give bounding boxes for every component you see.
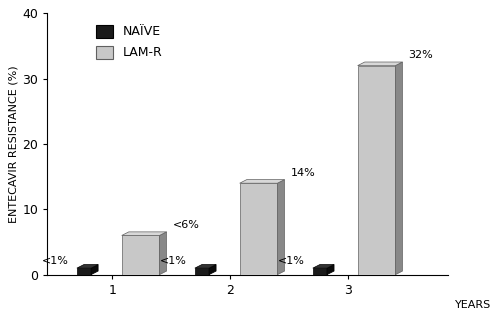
- Polygon shape: [77, 265, 98, 268]
- Polygon shape: [327, 265, 334, 275]
- Polygon shape: [195, 265, 216, 268]
- Polygon shape: [77, 268, 91, 275]
- Polygon shape: [122, 232, 166, 235]
- Text: 32%: 32%: [408, 50, 433, 60]
- Y-axis label: ENTECAVIR RESISTANCE (%): ENTECAVIR RESISTANCE (%): [8, 65, 18, 223]
- Legend: NAÏVE, LAM-R: NAÏVE, LAM-R: [94, 22, 165, 62]
- Text: <1%: <1%: [42, 256, 68, 266]
- Text: <6%: <6%: [172, 220, 200, 230]
- Polygon shape: [240, 180, 284, 183]
- Polygon shape: [396, 62, 402, 275]
- Text: <1%: <1%: [278, 256, 304, 266]
- Polygon shape: [209, 265, 216, 275]
- Polygon shape: [313, 268, 327, 275]
- Polygon shape: [195, 268, 209, 275]
- Polygon shape: [122, 235, 160, 275]
- Polygon shape: [278, 180, 284, 275]
- Polygon shape: [358, 66, 396, 275]
- Polygon shape: [358, 62, 403, 66]
- Polygon shape: [160, 232, 166, 275]
- Text: YEARS: YEARS: [456, 300, 492, 310]
- Polygon shape: [313, 265, 334, 268]
- Text: 14%: 14%: [290, 168, 315, 178]
- Polygon shape: [240, 183, 278, 275]
- Text: <1%: <1%: [160, 256, 186, 266]
- Polygon shape: [91, 265, 98, 275]
